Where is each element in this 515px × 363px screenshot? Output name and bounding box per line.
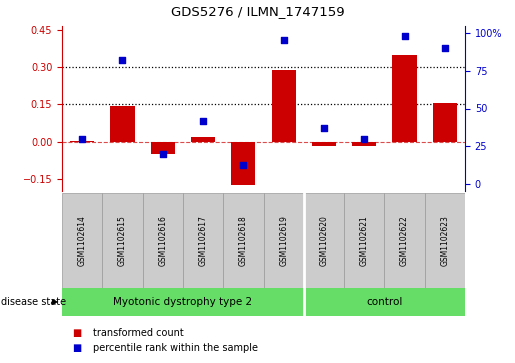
Text: GSM1102622: GSM1102622 xyxy=(400,215,409,266)
Bar xyxy=(223,193,264,288)
Bar xyxy=(264,193,304,288)
Bar xyxy=(304,193,344,288)
Text: GSM1102620: GSM1102620 xyxy=(319,215,329,266)
Text: GSM1102617: GSM1102617 xyxy=(199,215,208,266)
Point xyxy=(320,125,328,131)
Bar xyxy=(433,103,457,142)
Text: GSM1102616: GSM1102616 xyxy=(158,215,167,266)
Text: control: control xyxy=(366,297,403,307)
Point xyxy=(280,37,288,43)
Bar xyxy=(62,288,304,316)
Bar xyxy=(191,136,215,142)
Text: GDS5276 / ILMN_1747159: GDS5276 / ILMN_1747159 xyxy=(170,5,345,18)
Text: GSM1102614: GSM1102614 xyxy=(78,215,87,266)
Bar xyxy=(231,142,255,185)
Text: Myotonic dystrophy type 2: Myotonic dystrophy type 2 xyxy=(113,297,252,307)
Bar xyxy=(143,193,183,288)
Bar xyxy=(425,193,465,288)
Point xyxy=(118,57,127,63)
Bar xyxy=(312,142,336,147)
Text: ■: ■ xyxy=(72,328,81,338)
Point xyxy=(199,118,207,123)
Text: ■: ■ xyxy=(72,343,81,353)
Text: GSM1102619: GSM1102619 xyxy=(279,215,288,266)
Bar xyxy=(344,193,384,288)
Bar xyxy=(102,193,143,288)
Bar xyxy=(352,142,376,147)
Text: GSM1102623: GSM1102623 xyxy=(440,215,450,266)
Bar xyxy=(392,55,417,142)
Text: GSM1102615: GSM1102615 xyxy=(118,215,127,266)
Text: GSM1102621: GSM1102621 xyxy=(360,215,369,266)
Point xyxy=(239,162,248,167)
Point xyxy=(78,136,87,142)
Point xyxy=(441,45,449,51)
Text: disease state: disease state xyxy=(1,297,65,307)
Point xyxy=(360,136,368,142)
Text: ▶: ▶ xyxy=(53,298,59,306)
Point xyxy=(159,151,167,157)
Bar xyxy=(62,193,102,288)
Bar xyxy=(183,193,223,288)
Bar xyxy=(271,70,296,142)
Bar xyxy=(110,106,134,142)
Point xyxy=(401,33,409,39)
Bar xyxy=(70,141,94,142)
Bar xyxy=(151,142,175,154)
Bar xyxy=(384,193,425,288)
Text: GSM1102618: GSM1102618 xyxy=(239,215,248,266)
Bar xyxy=(304,288,465,316)
Text: transformed count: transformed count xyxy=(93,328,184,338)
Text: percentile rank within the sample: percentile rank within the sample xyxy=(93,343,258,353)
